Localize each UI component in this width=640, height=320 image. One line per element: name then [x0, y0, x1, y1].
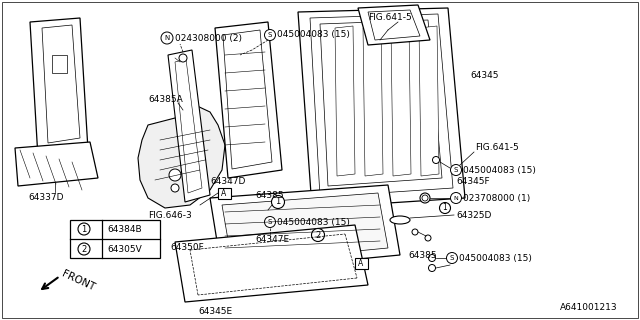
Text: 2: 2	[316, 230, 321, 239]
Bar	[52, 55, 67, 73]
Circle shape	[169, 169, 181, 181]
Polygon shape	[320, 20, 442, 186]
Text: S: S	[268, 219, 272, 225]
Polygon shape	[298, 8, 465, 208]
Text: A641001213: A641001213	[560, 303, 618, 313]
Text: A: A	[221, 188, 227, 197]
Polygon shape	[42, 25, 80, 143]
Text: 045004083 (15): 045004083 (15)	[277, 218, 350, 227]
Circle shape	[179, 54, 187, 62]
Text: 1: 1	[275, 197, 280, 206]
Circle shape	[422, 195, 428, 201]
Circle shape	[433, 156, 440, 164]
Circle shape	[78, 223, 90, 235]
Text: 64337D: 64337D	[28, 193, 63, 202]
Circle shape	[78, 243, 90, 255]
Circle shape	[191, 156, 199, 164]
Text: 045004083 (15): 045004083 (15)	[463, 165, 536, 174]
Text: 024308000 (2): 024308000 (2)	[175, 34, 242, 43]
Polygon shape	[358, 5, 430, 45]
Polygon shape	[223, 30, 272, 169]
Text: N: N	[164, 35, 170, 41]
Polygon shape	[15, 142, 98, 186]
Circle shape	[425, 235, 431, 241]
Polygon shape	[210, 185, 400, 272]
Polygon shape	[168, 50, 210, 202]
Polygon shape	[30, 18, 88, 158]
Text: 64350F: 64350F	[170, 244, 204, 252]
Polygon shape	[419, 26, 439, 176]
Text: 045004083 (15): 045004083 (15)	[277, 30, 350, 39]
Circle shape	[186, 171, 194, 179]
Text: 2: 2	[81, 244, 86, 253]
Text: 64345F: 64345F	[456, 178, 490, 187]
Text: S: S	[454, 167, 458, 173]
Polygon shape	[310, 14, 453, 197]
Circle shape	[171, 184, 179, 192]
Polygon shape	[175, 225, 368, 302]
Polygon shape	[391, 26, 411, 176]
Circle shape	[451, 193, 461, 204]
Text: FIG.646-3: FIG.646-3	[148, 211, 192, 220]
Polygon shape	[138, 105, 225, 208]
Circle shape	[264, 217, 275, 228]
Circle shape	[264, 29, 275, 41]
Bar	[355, 258, 368, 269]
Circle shape	[429, 265, 435, 271]
Text: 64384B: 64384B	[107, 225, 141, 234]
Bar	[218, 188, 231, 199]
Text: 64385: 64385	[255, 191, 284, 201]
Circle shape	[161, 32, 173, 44]
Text: 64325D: 64325D	[456, 211, 492, 220]
Polygon shape	[222, 193, 388, 263]
Polygon shape	[363, 26, 383, 176]
Text: A: A	[358, 259, 364, 268]
Circle shape	[271, 196, 285, 209]
Text: 64385A: 64385A	[148, 95, 183, 105]
Circle shape	[412, 229, 418, 235]
Circle shape	[451, 164, 461, 175]
Text: FIG.641-5: FIG.641-5	[368, 13, 412, 22]
Text: N: N	[454, 196, 458, 201]
Circle shape	[440, 203, 451, 213]
Text: 64345E: 64345E	[198, 308, 232, 316]
Bar	[70, 220, 160, 258]
Text: FIG.641-5: FIG.641-5	[475, 143, 519, 153]
Text: 64347D: 64347D	[210, 178, 245, 187]
Ellipse shape	[390, 216, 410, 224]
Text: 045004083 (15): 045004083 (15)	[459, 253, 532, 262]
Polygon shape	[215, 22, 282, 178]
Text: 64347E: 64347E	[255, 236, 289, 244]
Text: S: S	[450, 255, 454, 261]
Circle shape	[447, 252, 458, 263]
Polygon shape	[175, 59, 202, 193]
Circle shape	[312, 228, 324, 242]
Text: S: S	[268, 32, 272, 38]
Circle shape	[429, 254, 435, 261]
Text: 023708000 (1): 023708000 (1)	[463, 194, 531, 203]
Text: 1: 1	[81, 225, 86, 234]
Polygon shape	[368, 10, 420, 40]
Text: 1: 1	[443, 204, 447, 212]
Text: 64385: 64385	[408, 251, 436, 260]
Text: 64305V: 64305V	[107, 244, 141, 253]
Text: FRONT: FRONT	[60, 268, 96, 292]
Text: 64345: 64345	[470, 70, 499, 79]
Circle shape	[420, 193, 430, 203]
Polygon shape	[335, 26, 355, 176]
